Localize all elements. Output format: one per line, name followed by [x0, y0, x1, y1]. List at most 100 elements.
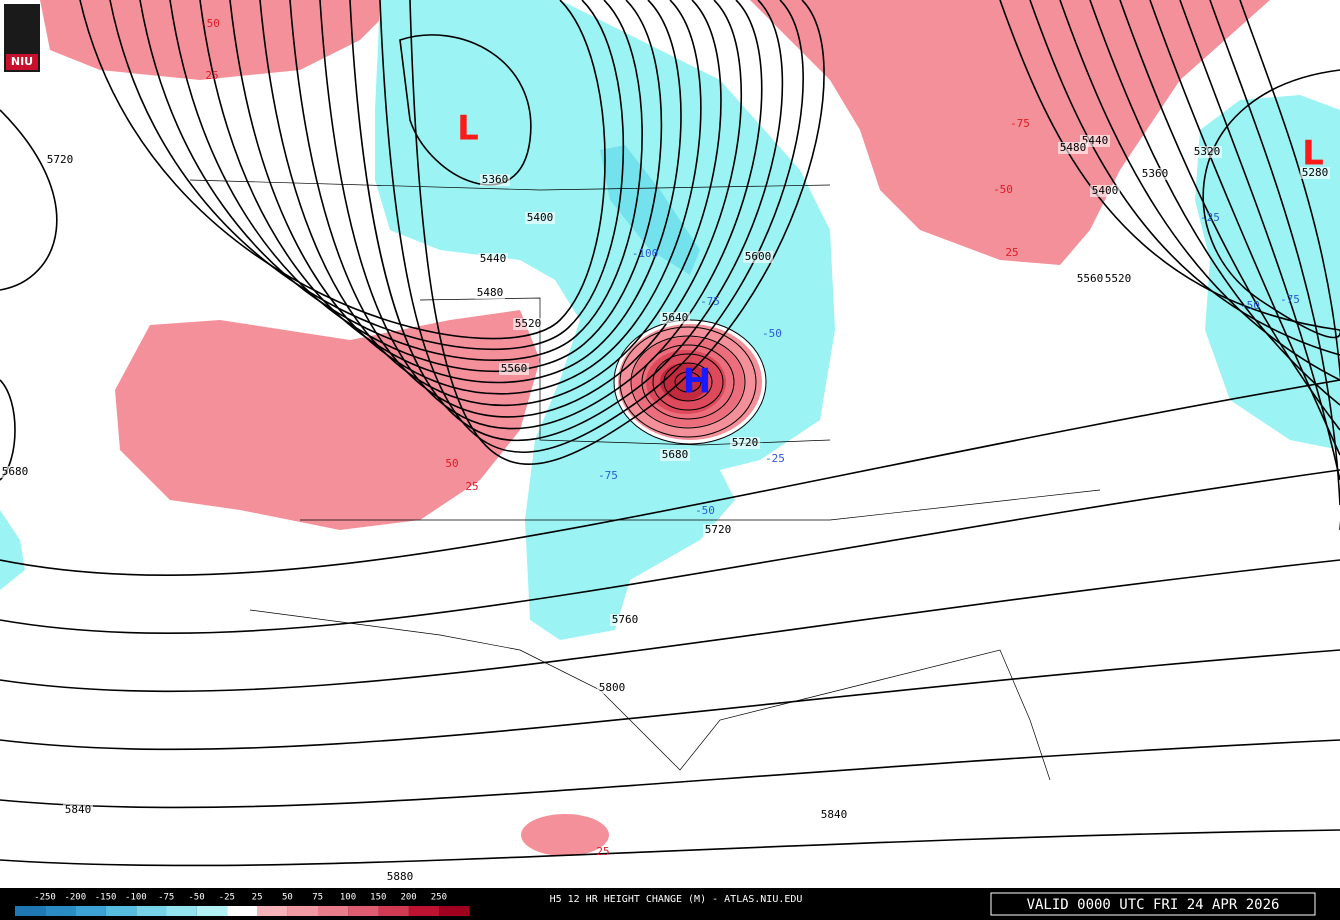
change-label: -75 [700, 295, 720, 308]
change-label: 50 [445, 457, 458, 470]
border-line [189, 179, 831, 191]
label-bg [819, 809, 849, 821]
change-label: -25 [765, 452, 785, 465]
legend-swatch [287, 906, 318, 916]
pressure-center: L [1302, 134, 1324, 174]
label-bg [499, 363, 529, 375]
change-label: -75 [1010, 117, 1030, 130]
height-label: 5400 [527, 211, 554, 224]
contour [674, 371, 702, 393]
contour [0, 469, 1340, 634]
label-bg [1058, 142, 1088, 154]
contour [259, 0, 722, 407]
height-label: 5640 [662, 311, 689, 324]
change-label: 25 [1005, 246, 1018, 259]
contour [999, 0, 1340, 331]
rise-area [115, 310, 540, 530]
contour [0, 649, 1340, 751]
legend-swatch [318, 906, 349, 916]
label-bg [703, 524, 733, 536]
logo-band [6, 54, 38, 70]
contour [409, 0, 825, 465]
pressure-center: H [683, 362, 711, 402]
height-label: 5440 [1082, 134, 1109, 147]
contour [379, 0, 804, 453]
contour [663, 362, 713, 402]
legend-label: -200 [64, 893, 86, 903]
height-label: 5480 [477, 286, 504, 299]
legend-label: -100 [125, 893, 147, 903]
height-label: 5320 [1194, 145, 1221, 158]
height-label: 5400 [1092, 184, 1119, 197]
contour [619, 326, 757, 438]
change-label: -50 [1240, 299, 1260, 312]
height-label: 5720 [47, 153, 74, 166]
logo: NIU [4, 4, 40, 72]
contour [1029, 0, 1340, 356]
label-bg [0, 466, 30, 478]
height-label: 5600 [745, 250, 772, 263]
label-bg [660, 449, 690, 461]
change-label: -50 [200, 17, 220, 30]
valid-time: VALID 0000 UTC FRI 24 APR 2026 [1027, 897, 1280, 913]
contour [1179, 0, 1340, 481]
height-label: 5880 [387, 870, 414, 883]
valid-box [990, 892, 1316, 916]
legend-label: 25 [252, 893, 263, 903]
rise-area [521, 814, 609, 856]
legend-swatch [136, 906, 167, 916]
label-bg [478, 253, 508, 265]
legend-label: -75 [158, 893, 174, 903]
legend-label: -50 [188, 893, 204, 903]
contour [169, 0, 663, 373]
contour [1119, 0, 1340, 431]
change-label: 25 [465, 480, 478, 493]
height-label: 5680 [662, 448, 689, 461]
contour [1149, 0, 1340, 456]
contour [0, 739, 1340, 809]
legend-label: 100 [340, 893, 356, 903]
legend-swatch [257, 906, 288, 916]
change-label: -75 [598, 469, 618, 482]
contour [0, 109, 58, 291]
legend-label: -250 [34, 893, 56, 903]
legend-label: -25 [219, 893, 235, 903]
legend-swatch [408, 906, 440, 916]
legend-swatch [15, 906, 46, 916]
change-label: -25 [1200, 211, 1220, 224]
height-label: 5680 [2, 465, 29, 478]
label-bg [1090, 185, 1120, 197]
height-label: 5280 [1302, 166, 1329, 179]
contour [399, 34, 532, 186]
legend-swatch [196, 906, 228, 916]
legend-swatch [227, 906, 258, 916]
rise-area [40, 0, 400, 80]
height-label: 5800 [599, 681, 626, 694]
height-contours [0, 0, 1340, 867]
legend-label: 50 [282, 893, 293, 903]
contour [641, 344, 735, 420]
legend-label: 150 [370, 893, 386, 903]
contour [652, 353, 724, 411]
label-bg [513, 318, 543, 330]
label-bg [525, 212, 555, 224]
label-bg [1192, 146, 1222, 158]
fall-area [600, 145, 700, 275]
change-label: -75 [1280, 293, 1300, 306]
contour [319, 0, 763, 430]
label-bg [597, 682, 627, 694]
change-label: -100 [632, 247, 659, 260]
fall-area [375, 0, 835, 640]
contour [1239, 0, 1340, 530]
legend-swatch [166, 906, 197, 916]
height-label: 5840 [821, 808, 848, 821]
legend-swatch [378, 906, 409, 916]
labels: 5720536054005440548055205560560056405680… [0, 17, 1330, 883]
legend-label: 200 [400, 893, 416, 903]
map-title: H5 12 HR HEIGHT CHANGE (M) - ATLAS.NIU.E… [550, 894, 803, 905]
legend-label: 75 [312, 893, 323, 903]
contour [1209, 0, 1340, 506]
height-label: 5720 [705, 523, 732, 536]
height-label: 5440 [480, 252, 507, 265]
